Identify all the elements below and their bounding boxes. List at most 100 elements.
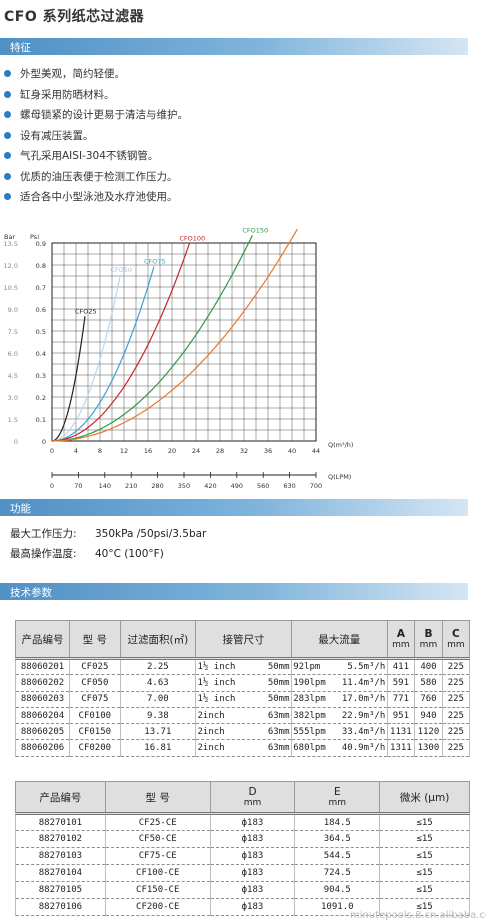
table-cell: ф183 bbox=[209, 847, 296, 865]
cell-part: 555lpm bbox=[293, 726, 326, 737]
function-heading: 功能 bbox=[10, 503, 31, 515]
table-cell: 760 bbox=[414, 691, 443, 708]
lpm-tick-label: 70 bbox=[74, 482, 82, 488]
table-cell: ≤15 bbox=[379, 830, 470, 848]
psi-tick-label: 0.5 bbox=[36, 328, 46, 336]
table-cell: 400 bbox=[414, 656, 443, 676]
x-tick-label: 24 bbox=[192, 447, 200, 455]
series-line-cfo200 bbox=[51, 228, 298, 442]
x-axis-label-lpm: Q(LPM) bbox=[328, 473, 351, 481]
th2-product-no: 产品编号 bbox=[15, 781, 106, 814]
table-cell: 13.71 bbox=[119, 723, 197, 741]
cell-part: 22.9m³/h bbox=[341, 710, 386, 721]
th-product-no: 产品编号 bbox=[14, 620, 71, 659]
lpm-tick-label: 140 bbox=[99, 482, 111, 488]
table-cell: ф183 bbox=[209, 864, 296, 882]
table-cell: 4.63 bbox=[119, 674, 197, 692]
table-row: 88060203 CF075 7.00 1½ inch 50mm 283lpm 17.0m³… bbox=[14, 691, 471, 708]
bar-axis-label: Bar bbox=[4, 233, 15, 241]
table-cell: ф183 bbox=[209, 898, 296, 916]
x-tick-label: 0 bbox=[50, 447, 54, 455]
feature-text: 设有减压装置。 bbox=[20, 129, 94, 142]
table-cell: CF75-CE bbox=[104, 847, 211, 865]
x-tick-label: 16 bbox=[144, 447, 152, 455]
lpm-tick-label: 280 bbox=[151, 482, 163, 488]
table-cell: 2inch 63mm bbox=[195, 707, 292, 725]
table-cell: 411 bbox=[386, 656, 416, 676]
function-label: 最高操作温度: bbox=[10, 548, 77, 560]
table-cell: 88270101 bbox=[15, 812, 106, 831]
table-cell: 1120 bbox=[414, 723, 443, 741]
feature-item: 气孔采用AISI-304不锈钢管。 bbox=[4, 146, 474, 167]
table-cell: 382lpm 22.9m³/h bbox=[290, 707, 388, 725]
cell-part: 50mm bbox=[267, 677, 290, 688]
table-row: 88060206 CF0200 16.81 2inch 63mm 680lpm 40.9m³… bbox=[14, 739, 471, 757]
psi-tick-label: 0.2 bbox=[36, 394, 46, 402]
table-cell: 2inch 63mm bbox=[195, 723, 292, 741]
table-cell: CF0100 bbox=[69, 707, 121, 725]
table-row: 88270105 CF150-CE ф183 904.5 ≤15 bbox=[15, 881, 470, 899]
table-cell: 88060202 bbox=[14, 674, 71, 692]
x-tick-label: 44 bbox=[312, 447, 320, 455]
cell-part: 50mm bbox=[267, 694, 290, 705]
specs-band: 技术参数 bbox=[0, 583, 468, 600]
table-cell: 16.81 bbox=[119, 739, 197, 757]
table-cell: 88270102 bbox=[15, 830, 106, 848]
x-tick-label: 4 bbox=[74, 447, 78, 455]
cell-part: 2inch bbox=[197, 710, 225, 721]
cell-part: 1½ inch bbox=[197, 662, 236, 673]
function-label: 最大工作压力: bbox=[10, 528, 77, 540]
feature-item: 缸身采用防晒材料。 bbox=[4, 85, 474, 106]
table-cell: 9.38 bbox=[119, 707, 197, 725]
table-cell: CF025 bbox=[69, 656, 121, 676]
cell-part: 190lpm bbox=[293, 677, 326, 688]
x-tick-label: 12 bbox=[120, 447, 128, 455]
features-heading: 特征 bbox=[10, 42, 31, 54]
psi-tick-label: 0.4 bbox=[36, 350, 46, 358]
bullet-icon bbox=[4, 172, 11, 180]
cell-part: 1½ inch bbox=[197, 677, 236, 688]
table-cell: ф183 bbox=[209, 830, 296, 848]
cell-part: 63mm bbox=[267, 710, 290, 721]
table-cell: 555lpm 33.4m³/h bbox=[290, 723, 388, 741]
series-label: CFO100 bbox=[179, 235, 205, 243]
table-cell: ф183 bbox=[209, 881, 296, 899]
table-cell: 940 bbox=[414, 707, 443, 725]
cell-part: 5.5m³/h bbox=[347, 662, 386, 673]
cell-part: 1½ inch bbox=[197, 694, 236, 705]
table-cell: 1½ inch 50mm bbox=[195, 691, 292, 708]
table-cell: 88060201 bbox=[14, 656, 71, 676]
specs-heading: 技术参数 bbox=[10, 587, 52, 599]
table-cell: 1½ inch 50mm bbox=[195, 656, 292, 676]
watermark: minutepools.8.cn.alibaba.com bbox=[350, 910, 486, 921]
series-line-cfo150 bbox=[51, 235, 253, 442]
psi-axis-label: Psi bbox=[30, 233, 39, 241]
lpm-tick-label: 210 bbox=[125, 482, 137, 488]
table-row: 88270101 CF25-CE ф183 184.5 ≤15 bbox=[15, 812, 470, 831]
table-cell: CF25-CE bbox=[104, 812, 211, 831]
table-cell: 680lpm 40.9m³/h bbox=[290, 739, 388, 757]
series-line-cfo75 bbox=[51, 266, 155, 442]
th-model: 型 号 bbox=[69, 620, 121, 659]
bar-tick-label: 7.5 bbox=[8, 328, 18, 336]
cell-part: 63mm bbox=[267, 726, 290, 737]
series-line-cfo100 bbox=[51, 243, 190, 442]
table-row: 88060202 CF050 4.63 1½ inch 50mm 190lpm 11.4m³… bbox=[14, 674, 471, 692]
series-line-cfo25 bbox=[51, 316, 86, 442]
table-cell: 7.00 bbox=[119, 691, 197, 708]
psi-tick-label: 0.6 bbox=[36, 306, 46, 314]
table-row: 88060205 CF0150 13.71 2inch 63mm 555lpm 33.4m³… bbox=[14, 723, 471, 741]
table-cell: CF100-CE bbox=[104, 864, 211, 882]
table-cell: 92lpm 5.5m³/h bbox=[290, 656, 388, 676]
pressure-flow-chart: 000.11.50.23.00.34.50.46.00.57.50.69.00.… bbox=[4, 228, 354, 488]
table-cell: 88060206 bbox=[14, 739, 71, 757]
th2-model: 型 号 bbox=[104, 781, 211, 814]
table-cell: 88060204 bbox=[14, 707, 71, 725]
cell-part: 2inch bbox=[197, 726, 225, 737]
table-cell: 1300 bbox=[414, 739, 443, 757]
plot-frame bbox=[51, 242, 317, 442]
th-max-flow: 最大流量 bbox=[290, 620, 388, 659]
lpm-tick-label: 0 bbox=[50, 482, 54, 488]
table-cell: ≤15 bbox=[379, 812, 470, 831]
